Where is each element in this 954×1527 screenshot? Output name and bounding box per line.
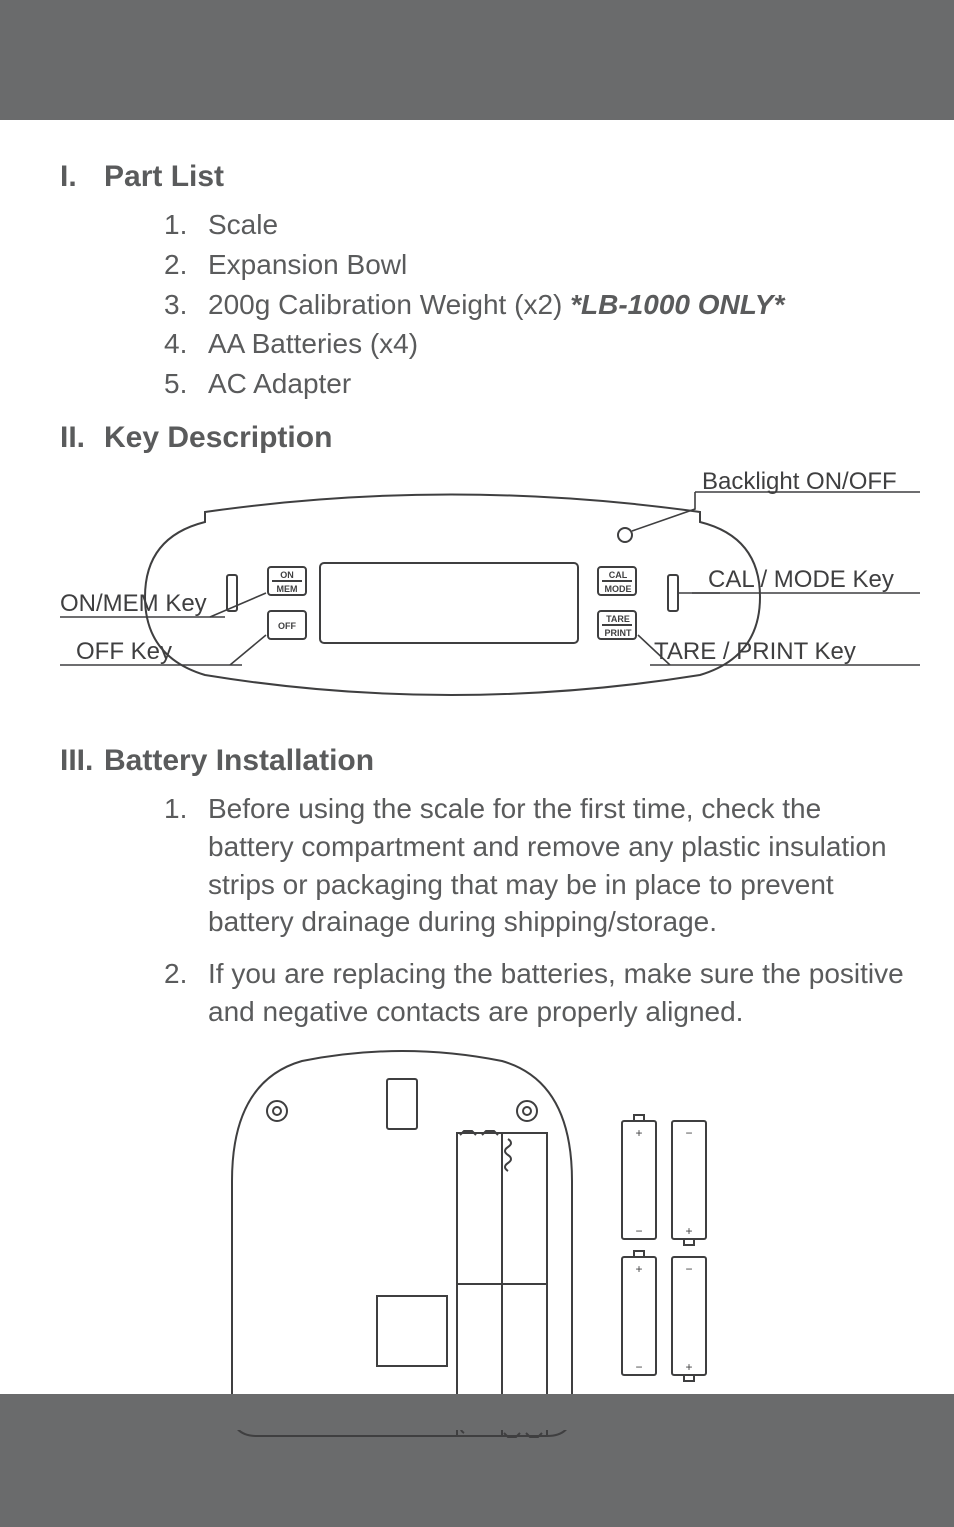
label-calmode: CAL / MODE Key (708, 566, 894, 593)
list-item: 2. If you are replacing the batteries, m… (164, 955, 904, 1031)
item-num: 4. (164, 325, 208, 363)
polarity-mark: − (685, 1262, 692, 1276)
polarity-mark: + (685, 1224, 692, 1238)
item-num: 1. (164, 206, 208, 244)
label-off: OFF Key (76, 638, 172, 665)
list-item: 4. AA Batteries (x4) (164, 325, 904, 363)
label-onmem: ON/MEM Key (60, 590, 207, 617)
list-item: 5. AC Adapter (164, 365, 904, 403)
btn-cal-label: CAL (609, 570, 628, 580)
battery-instructions: 1. Before using the scale for the first … (60, 790, 904, 1031)
item-text-emph: *LB-1000 ONLY* (570, 289, 784, 320)
battery-diagram: + − − + + − − + (202, 1041, 762, 1441)
item-num: 5. (164, 365, 208, 403)
item-text: AA Batteries (x4) (208, 325, 904, 363)
section-1-title: Part List (104, 160, 224, 194)
section-1-heading: I. Part List (60, 160, 904, 194)
item-text-main: 200g Calibration Weight (x2) (208, 289, 562, 320)
content-area: I. Part List 1. Scale 2. Expansion Bowl … (0, 120, 954, 1441)
polarity-mark: + (635, 1126, 642, 1140)
key-description-diagram: ON MEM OFF CAL MODE TARE PRINT (60, 467, 930, 722)
section-2-num: II. (60, 421, 104, 455)
item-text: Scale (208, 206, 904, 244)
section-1-num: I. (60, 160, 104, 194)
polarity-mark: − (635, 1224, 642, 1238)
section-2-heading: II. Key Description (60, 421, 904, 455)
section-3-heading: III. Battery Installation (60, 744, 904, 778)
list-item: 1. Before using the scale for the first … (164, 790, 904, 941)
item-text: 200g Calibration Weight (x2) *LB-1000 ON… (208, 286, 904, 324)
btn-print-label: PRINT (605, 628, 633, 638)
section-3-num: III. (60, 744, 104, 778)
item-num: 2. (164, 246, 208, 284)
section-3-title: Battery Installation (104, 744, 374, 778)
item-text: AC Adapter (208, 365, 904, 403)
part-list: 1. Scale 2. Expansion Bowl 3. 200g Calib… (60, 206, 904, 403)
section-2-title: Key Description (104, 421, 332, 455)
item-text: If you are replacing the batteries, make… (208, 955, 904, 1031)
btn-off-label: OFF (278, 621, 296, 631)
list-item: 2. Expansion Bowl (164, 246, 904, 284)
item-text: Before using the scale for the first tim… (208, 790, 904, 941)
list-item: 1. Scale (164, 206, 904, 244)
polarity-mark: − (635, 1360, 642, 1374)
item-num: 3. (164, 286, 208, 324)
label-tareprint: TARE / PRINT Key (654, 638, 856, 665)
btn-mem-label: MEM (277, 584, 298, 594)
item-text: Expansion Bowl (208, 246, 904, 284)
polarity-mark: + (635, 1262, 642, 1276)
btn-tare-label: TARE (606, 614, 630, 624)
document-page: I. Part List 1. Scale 2. Expansion Bowl … (0, 120, 954, 1430)
polarity-mark: + (685, 1360, 692, 1374)
label-backlight: Backlight ON/OFF (702, 468, 897, 495)
footer-band (0, 1394, 954, 1430)
btn-on-label: ON (280, 570, 294, 580)
item-num: 2. (164, 955, 208, 1031)
item-num: 1. (164, 790, 208, 941)
polarity-mark: − (685, 1126, 692, 1140)
list-item: 3. 200g Calibration Weight (x2) *LB-1000… (164, 286, 904, 324)
btn-mode-label: MODE (605, 584, 632, 594)
